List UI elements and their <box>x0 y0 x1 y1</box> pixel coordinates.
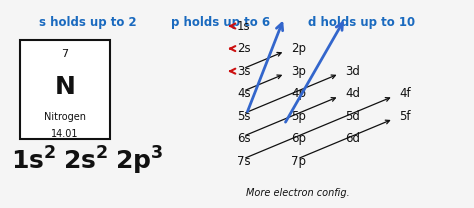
Text: N: N <box>55 75 75 99</box>
Text: 3p: 3p <box>291 65 306 78</box>
Bar <box>20 40 110 139</box>
Text: $\mathbf{1s^2\;2s^2\;2p^3}$: $\mathbf{1s^2\;2s^2\;2p^3}$ <box>11 145 164 177</box>
Text: 1s: 1s <box>237 20 251 32</box>
Text: p holds up to 6: p holds up to 6 <box>171 16 270 29</box>
Text: Nitrogen: Nitrogen <box>44 112 86 122</box>
Text: 2p: 2p <box>291 42 306 55</box>
Text: 7s: 7s <box>237 155 251 168</box>
Text: 3s: 3s <box>237 65 250 78</box>
Text: 2s: 2s <box>237 42 251 55</box>
Text: 7: 7 <box>62 49 69 59</box>
Text: 5d: 5d <box>346 110 360 123</box>
Text: 4s: 4s <box>237 87 251 100</box>
Text: 14.01: 14.01 <box>51 129 79 139</box>
Text: 6d: 6d <box>346 132 360 145</box>
Text: 5p: 5p <box>291 110 306 123</box>
Text: d holds up to 10: d holds up to 10 <box>308 16 415 29</box>
Text: s holds up to 2: s holds up to 2 <box>39 16 137 29</box>
Text: 5f: 5f <box>400 110 411 123</box>
Text: 3d: 3d <box>346 65 360 78</box>
Text: 7p: 7p <box>291 155 306 168</box>
Text: 4p: 4p <box>291 87 306 100</box>
Text: 4d: 4d <box>346 87 360 100</box>
Text: 5s: 5s <box>237 110 250 123</box>
Text: 6s: 6s <box>237 132 251 145</box>
Text: 6p: 6p <box>291 132 306 145</box>
Text: 4f: 4f <box>400 87 411 100</box>
Text: More electron config.: More electron config. <box>246 188 350 198</box>
